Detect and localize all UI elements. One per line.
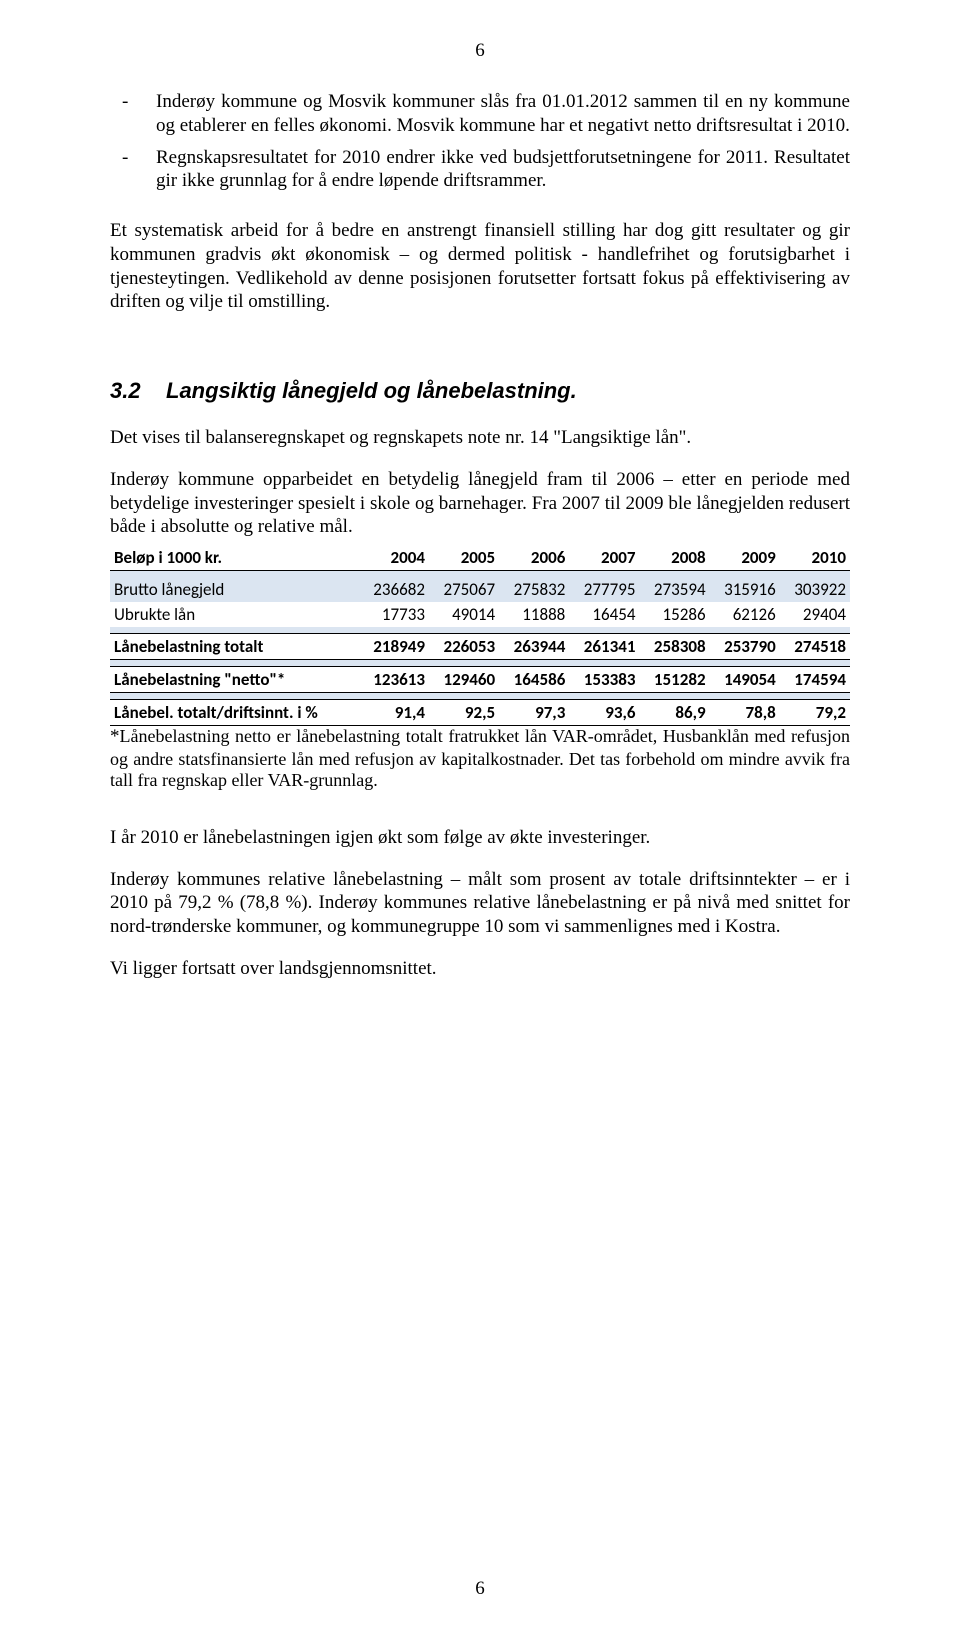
table-header-year: 2006 [499, 545, 569, 571]
cell: 275832 [499, 577, 569, 602]
cell: 275067 [429, 577, 499, 602]
cell: 258308 [639, 634, 709, 660]
cell: 236682 [359, 577, 429, 602]
cell: 263944 [499, 634, 569, 660]
table-header-label: Beløp i 1000 kr. [110, 545, 359, 571]
document-page: 6 - Inderøy kommune og Mosvik kommuner s… [0, 0, 960, 1640]
table-header-row: Beløp i 1000 kr. 2004 2005 2006 2007 200… [110, 545, 850, 571]
cell: 261341 [569, 634, 639, 660]
cell: 149054 [710, 667, 780, 693]
cell: 78,8 [710, 700, 780, 726]
cell: 11888 [499, 602, 569, 627]
cell: 15286 [639, 602, 709, 627]
cell: 49014 [429, 602, 499, 627]
table-header-year: 2004 [359, 545, 429, 571]
cell: 79,2 [780, 700, 850, 726]
cell: 174594 [780, 667, 850, 693]
paragraph: Vi ligger fortsatt over landsgjennomsnit… [110, 957, 850, 981]
cell: 315916 [710, 577, 780, 602]
bullet-dash: - [110, 146, 156, 194]
cell: 16454 [569, 602, 639, 627]
cell: 151282 [639, 667, 709, 693]
row-label: Lånebelastning "netto"* [110, 667, 359, 693]
table-row: Brutto lånegjeld 236682 275067 275832 27… [110, 577, 850, 602]
table-header-year: 2009 [710, 545, 780, 571]
cell: 93,6 [569, 700, 639, 726]
bullet-text: Regnskapsresultatet for 2010 endrer ikke… [156, 146, 850, 194]
table-header-year: 2008 [639, 545, 709, 571]
row-label: Ubrukte lån [110, 602, 359, 627]
cell: 29404 [780, 602, 850, 627]
paragraph: Inderøy kommunes relative lånebelastning… [110, 868, 850, 939]
table-header-year: 2005 [429, 545, 499, 571]
page-number-top: 6 [110, 40, 850, 62]
paragraph: Inderøy kommune opparbeidet en betydelig… [110, 468, 850, 539]
cell: 226053 [429, 634, 499, 660]
cell: 153383 [569, 667, 639, 693]
cell: 92,5 [429, 700, 499, 726]
table-header-year: 2010 [780, 545, 850, 571]
cell: 123613 [359, 667, 429, 693]
cell: 164586 [499, 667, 569, 693]
cell: 253790 [710, 634, 780, 660]
bullet-text: Inderøy kommune og Mosvik kommuner slås … [156, 90, 850, 138]
heading-number: 3.2 [110, 378, 166, 404]
cell: 218949 [359, 634, 429, 660]
cell: 129460 [429, 667, 499, 693]
table-total-row: Lånebelastning totalt 218949 226053 2639… [110, 634, 850, 660]
section-heading: 3.2Langsiktig lånegjeld og lånebelastnin… [110, 378, 850, 404]
heading-title: Langsiktig lånegjeld og lånebelastning. [166, 378, 577, 403]
footnote-text: Lånebelastning netto er lånebelastning t… [110, 726, 850, 790]
cell: 91,4 [359, 700, 429, 726]
table-header-year: 2007 [569, 545, 639, 571]
row-label: Lånebelastning totalt [110, 634, 359, 660]
table-row: Ubrukte lån 17733 49014 11888 16454 1528… [110, 602, 850, 627]
paragraph: Det vises til balanseregnskapet og regns… [110, 426, 850, 450]
page-number-bottom: 6 [0, 1578, 960, 1600]
cell: 62126 [710, 602, 780, 627]
paragraph: I år 2010 er lånebelastningen igjen økt … [110, 826, 850, 850]
cell: 303922 [780, 577, 850, 602]
cell: 273594 [639, 577, 709, 602]
bullet-item: - Regnskapsresultatet for 2010 endrer ik… [110, 146, 850, 194]
table-total-row: Lånebel. totalt/driftsinnt. i % 91,4 92,… [110, 700, 850, 726]
table-total-row: Lånebelastning "netto"* 123613 129460 16… [110, 667, 850, 693]
paragraph: Et systematisk arbeid for å bedre en ans… [110, 219, 850, 314]
cell: 17733 [359, 602, 429, 627]
cell: 97,3 [499, 700, 569, 726]
table-footnote: *Lånebelastning netto er lånebelastning … [110, 726, 850, 792]
row-label: Lånebel. totalt/driftsinnt. i % [110, 700, 359, 726]
bullet-dash: - [110, 90, 156, 138]
loan-table: Beløp i 1000 kr. 2004 2005 2006 2007 200… [110, 545, 850, 726]
cell: 277795 [569, 577, 639, 602]
row-label: Brutto lånegjeld [110, 577, 359, 602]
bullet-item: - Inderøy kommune og Mosvik kommuner slå… [110, 90, 850, 138]
cell: 86,9 [639, 700, 709, 726]
cell: 274518 [780, 634, 850, 660]
